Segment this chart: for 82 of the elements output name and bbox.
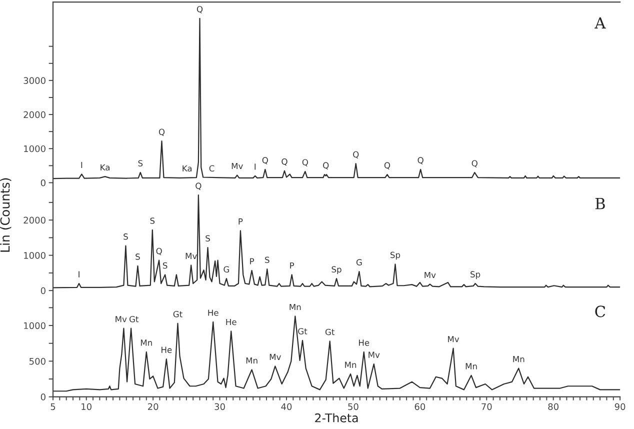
annotation: Q bbox=[384, 162, 390, 170]
annotation: Mv bbox=[424, 272, 436, 278]
annotation: Sp bbox=[470, 271, 480, 280]
annotation: S bbox=[265, 256, 270, 263]
annotation: Q bbox=[282, 158, 288, 166]
annotation: Mv bbox=[270, 354, 281, 360]
annotation: Q bbox=[418, 157, 424, 164]
annotation: Q bbox=[196, 182, 202, 190]
line-series bbox=[53, 18, 620, 180]
annotation: I bbox=[81, 162, 82, 168]
y-tick-label: 1000 bbox=[24, 322, 46, 330]
annotation: I bbox=[254, 164, 256, 170]
x-tick-label: 5 bbox=[50, 403, 56, 410]
y-axis-title: Lin (Counts) bbox=[0, 178, 12, 252]
annotation: S bbox=[150, 218, 155, 224]
x-tick-label: 80 bbox=[548, 403, 558, 410]
annotation: Mv bbox=[368, 352, 380, 358]
text: B bbox=[595, 198, 605, 210]
x-tick-label: 10 bbox=[82, 403, 92, 410]
annotation: Mv bbox=[186, 252, 197, 260]
annotation: Q bbox=[156, 248, 162, 256]
annotation: Mv bbox=[232, 162, 243, 170]
annotation: Q bbox=[196, 6, 203, 14]
annotation: Mn bbox=[246, 357, 258, 364]
annotation: Q bbox=[302, 159, 308, 166]
annotation: Mn bbox=[140, 340, 152, 346]
y-tick-label: 0 bbox=[40, 179, 46, 186]
annotation: Gt bbox=[129, 316, 139, 322]
annotation: P bbox=[250, 258, 254, 264]
x-tick-label: 40 bbox=[281, 403, 292, 410]
x-tick-label: 70 bbox=[482, 403, 492, 410]
annotation: Mn bbox=[290, 304, 301, 310]
line-series bbox=[53, 194, 620, 288]
annotation: S bbox=[124, 233, 128, 240]
annotation: Mv bbox=[448, 336, 460, 342]
annotation: Gt bbox=[298, 328, 308, 334]
annotation: Sp bbox=[332, 266, 342, 274]
y-tick-label: 500 bbox=[30, 358, 46, 365]
annotation: Gt bbox=[325, 328, 335, 336]
annotation: Q bbox=[262, 157, 268, 164]
y-tick-label: 2000 bbox=[24, 216, 46, 224]
annotation: I bbox=[78, 271, 80, 278]
text: C bbox=[595, 306, 606, 318]
annotation: S bbox=[136, 254, 140, 260]
x-tick-label: 60 bbox=[414, 403, 426, 410]
annotation: Mn bbox=[466, 363, 477, 370]
annotation: Q bbox=[353, 151, 359, 159]
y-tick-label: 0 bbox=[40, 394, 46, 400]
y-tick-label: 0 bbox=[40, 287, 46, 294]
annotation: P bbox=[238, 218, 243, 224]
annotation: Mv bbox=[116, 316, 127, 322]
annotation: Mn bbox=[513, 356, 524, 362]
text: A bbox=[594, 17, 606, 28]
x-tick-label: 30 bbox=[214, 403, 225, 410]
annotation: Ka bbox=[100, 164, 110, 171]
annotation: Mn bbox=[345, 362, 356, 368]
annotation: P bbox=[290, 262, 294, 269]
y-tick-label: 2000 bbox=[24, 111, 46, 118]
x-tick-label: 90 bbox=[614, 403, 626, 410]
annotation: He bbox=[359, 340, 370, 346]
annotation: Q bbox=[472, 160, 478, 168]
annotation: G bbox=[224, 266, 229, 273]
y-tick-label: 1000 bbox=[24, 252, 46, 259]
y-tick-label: 1000 bbox=[24, 145, 46, 152]
annotation: C bbox=[209, 165, 214, 172]
x-tick-label: 50 bbox=[348, 403, 358, 410]
annotation: S bbox=[162, 262, 168, 269]
line-series bbox=[53, 316, 620, 392]
annotation: He bbox=[208, 310, 218, 316]
x-axis-title: 2-Theta bbox=[315, 413, 358, 422]
annotation: Q bbox=[158, 128, 165, 136]
y-tick-label: 3000 bbox=[24, 77, 46, 84]
x-tick-label: 20 bbox=[148, 403, 158, 410]
annotation: S bbox=[206, 235, 210, 242]
annotation: He bbox=[226, 318, 236, 326]
annotation: Gt bbox=[173, 311, 182, 318]
annotation: Q bbox=[323, 162, 329, 170]
annotation: G bbox=[356, 259, 362, 266]
annotation: Ka bbox=[182, 165, 192, 172]
annotation: Sp bbox=[390, 252, 400, 260]
annotation: He bbox=[162, 346, 172, 353]
annotation: S bbox=[138, 160, 143, 166]
